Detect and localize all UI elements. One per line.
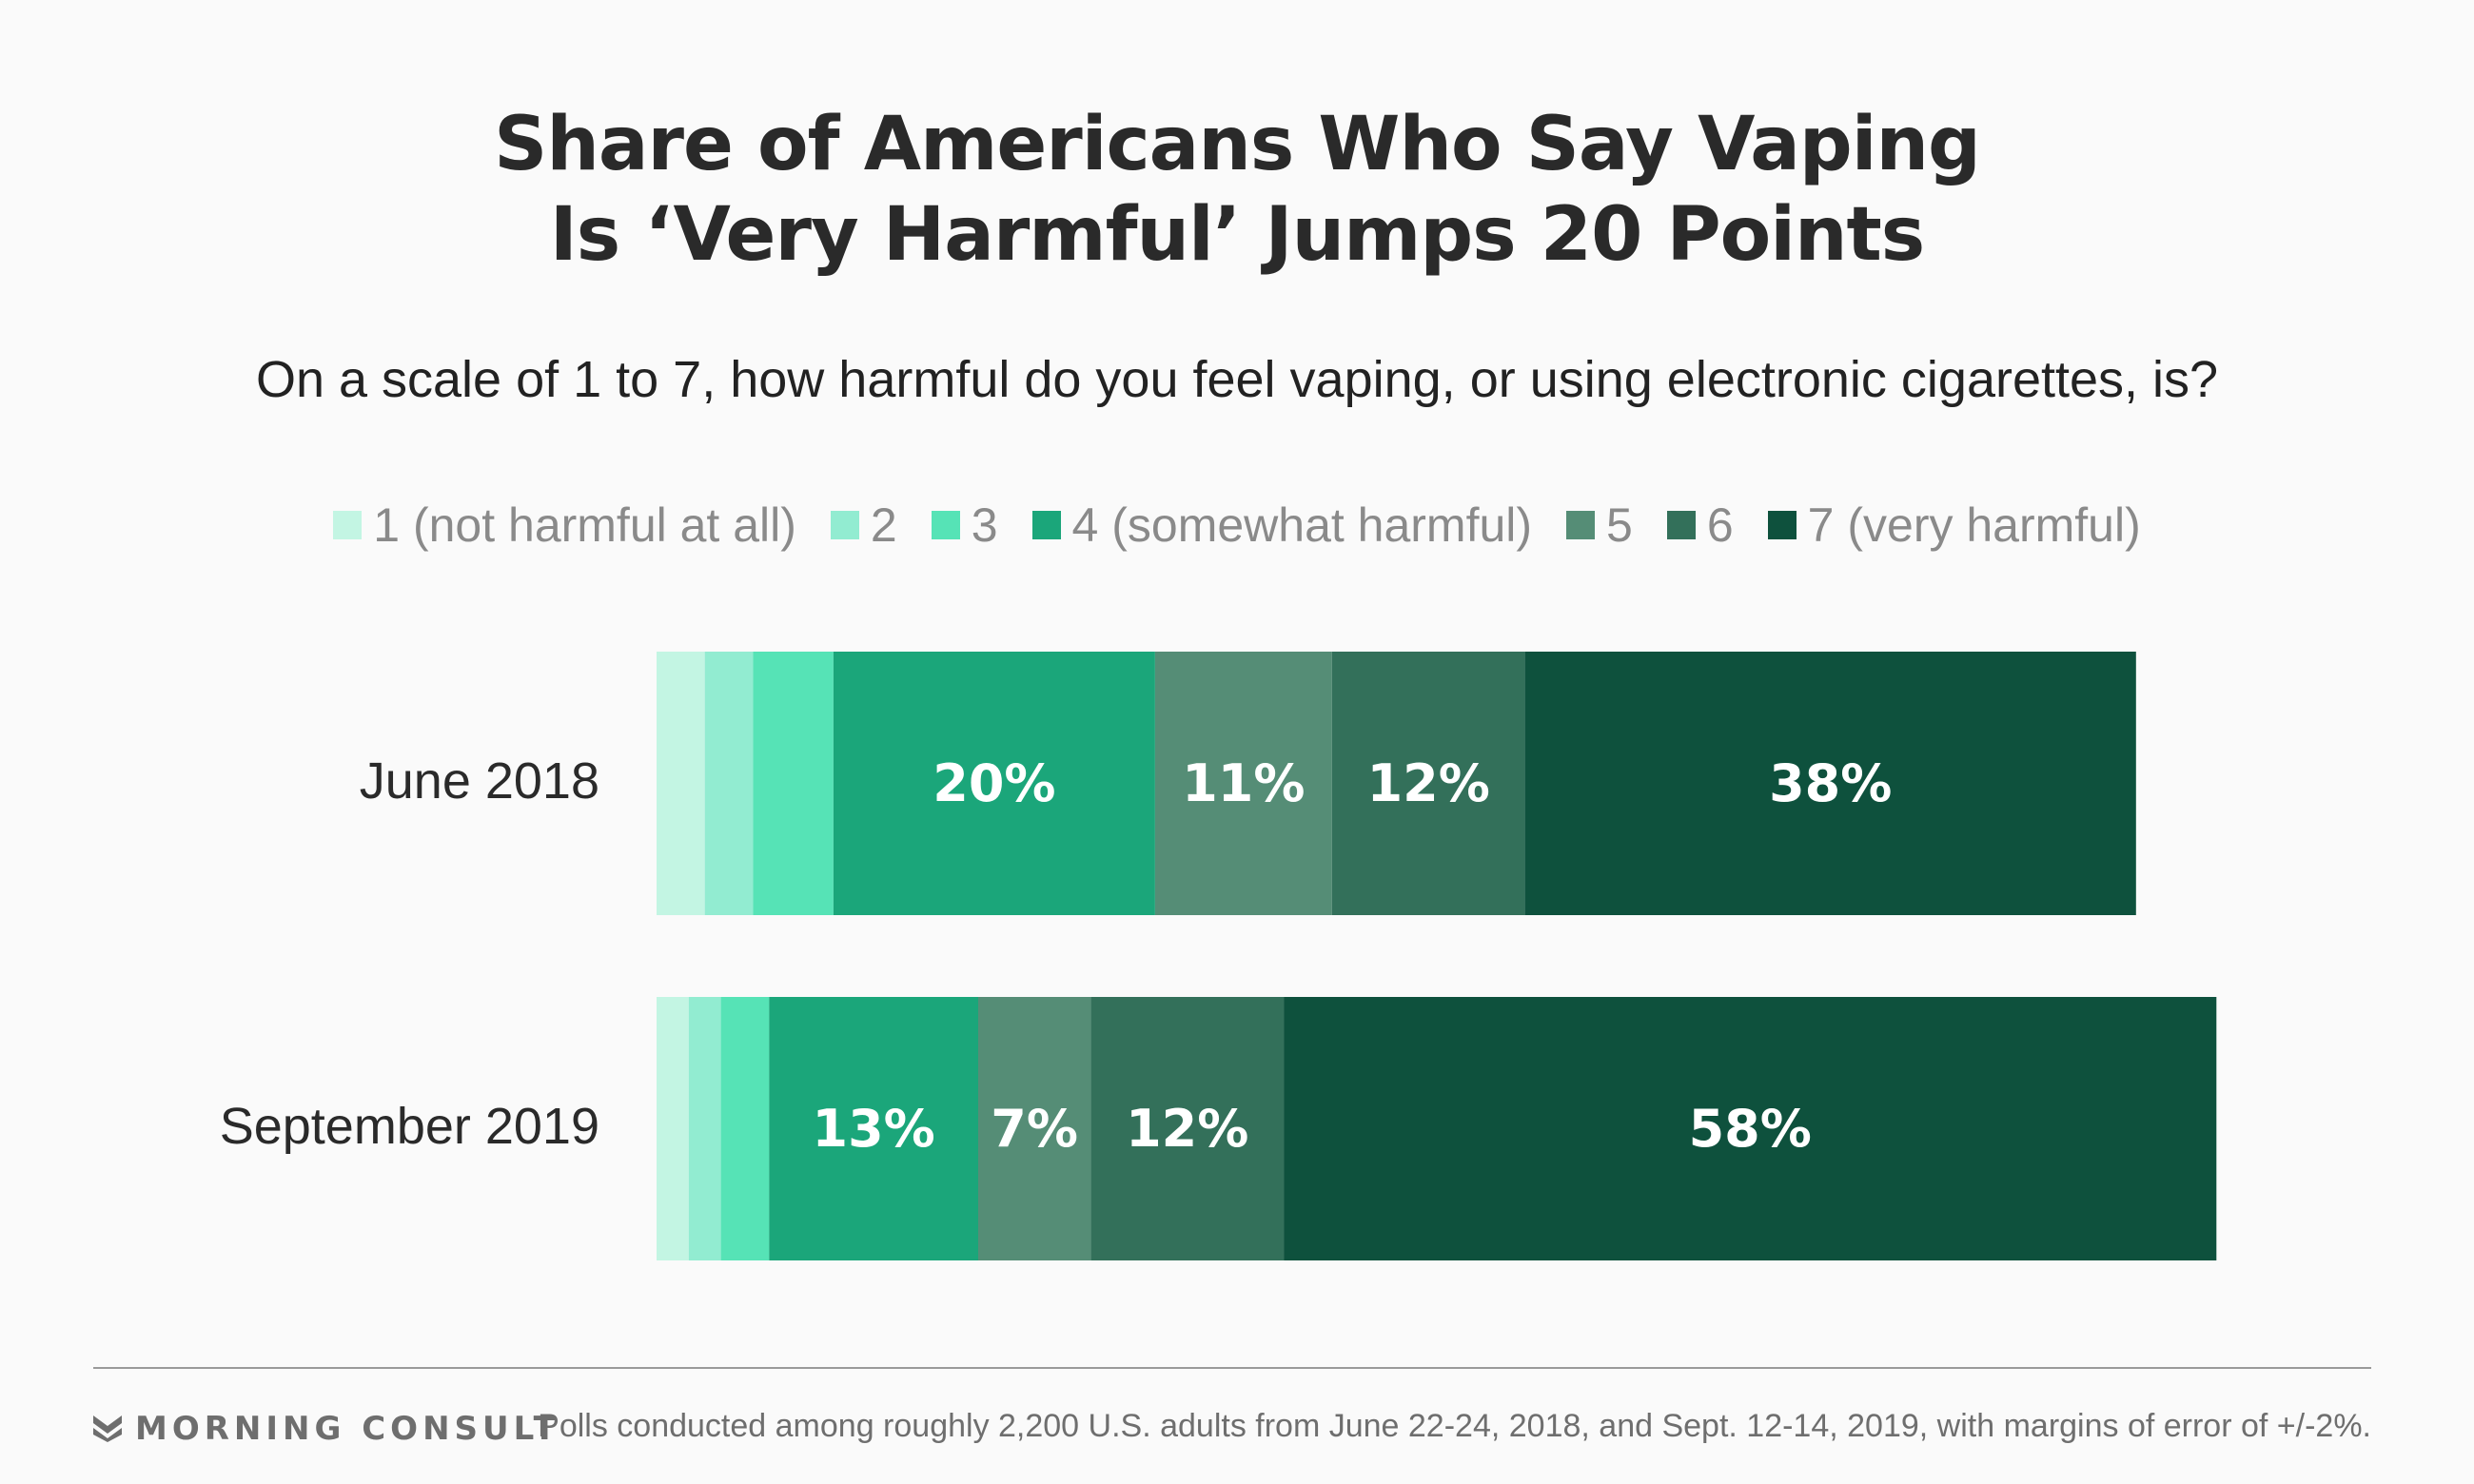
data-label-2-5: 7% — [991, 1099, 1078, 1159]
legend-item-1: 1 (not harmful at all) — [333, 498, 796, 553]
data-label-1-7: 38% — [1769, 753, 1892, 813]
bar-segment-1-7 — [1524, 652, 2136, 915]
bar-segment-1-1 — [657, 652, 705, 915]
legend-label-6: 6 — [1706, 498, 1734, 552]
morning-consult-logo-icon — [93, 1416, 122, 1442]
footer-divider — [93, 1367, 2371, 1369]
legend-swatch-4 — [1031, 511, 1061, 539]
category-label-september-2019: September 2019 — [219, 1098, 599, 1155]
bar-segment-2-3 — [720, 997, 770, 1260]
bar-segment-2-5 — [978, 997, 1091, 1260]
bar-segment-2-4 — [769, 997, 978, 1260]
brand-name: MORNING CONSULT — [135, 1410, 560, 1448]
bar-segment-1-2 — [704, 652, 754, 915]
brand: MORNING CONSULT — [93, 1410, 560, 1448]
legend-item-2: 2 — [830, 498, 897, 553]
legend-label-1: 1 (not harmful at all) — [373, 498, 796, 552]
legend-item-6: 6 — [1666, 498, 1734, 553]
legend-label-4: 4 (somewhat harmful) — [1071, 498, 1533, 552]
legend-item-4: 4 (somewhat harmful) — [1031, 498, 1533, 553]
legend-item-5: 5 — [1566, 498, 1633, 553]
legend-swatch-3 — [931, 511, 960, 539]
bar-segment-2-7 — [1284, 997, 2217, 1260]
bar-segment-1-3 — [753, 652, 834, 915]
category-label-june-2018: June 2018 — [359, 752, 599, 810]
title-line-1: Share of Americans Who Say Vaping — [494, 102, 1981, 187]
legend-swatch-1 — [333, 511, 363, 539]
data-label-1-4: 20% — [933, 753, 1055, 813]
legend-swatch-2 — [830, 511, 859, 539]
data-label-2-4: 13% — [813, 1099, 935, 1159]
data-label-2-7: 58% — [1689, 1099, 1812, 1159]
chart-subtitle: On a scale of 1 to 7, how harmful do you… — [255, 351, 2219, 408]
data-label-1-5: 11% — [1182, 753, 1305, 813]
legend-item-3: 3 — [931, 498, 998, 553]
bar-segment-2-6 — [1090, 997, 1285, 1260]
legend: 1 (not harmful at all) 2 3 4 (somewhat h… — [0, 498, 2474, 553]
legend-label-2: 2 — [870, 498, 897, 552]
bar-segment-1-5 — [1154, 652, 1332, 915]
legend-label-5: 5 — [1606, 498, 1633, 552]
bar-segment-1-4 — [833, 652, 1155, 915]
data-label-2-6: 12% — [1126, 1099, 1248, 1159]
legend-swatch-5 — [1566, 511, 1596, 539]
bar-segment-2-2 — [688, 997, 721, 1260]
bar-segment-2-1 — [657, 997, 689, 1260]
data-label-1-6: 12% — [1367, 753, 1490, 813]
bar-segment-1-6 — [1331, 652, 1525, 915]
legend-swatch-6 — [1666, 511, 1696, 539]
legend-label-3: 3 — [971, 498, 998, 552]
legend-swatch-7 — [1767, 511, 1797, 539]
title-line-2: Is ‘Very Harmful’ Jumps 20 Points — [549, 192, 1925, 278]
chart-title: Share of Americans Who Say Vaping Is ‘Ve… — [0, 100, 2474, 281]
footnote: Polls conducted among roughly 2,200 U.S.… — [538, 1408, 2371, 1444]
legend-label-7: 7 (very harmful) — [1807, 498, 2141, 552]
legend-item-7: 7 (very harmful) — [1767, 498, 2141, 553]
